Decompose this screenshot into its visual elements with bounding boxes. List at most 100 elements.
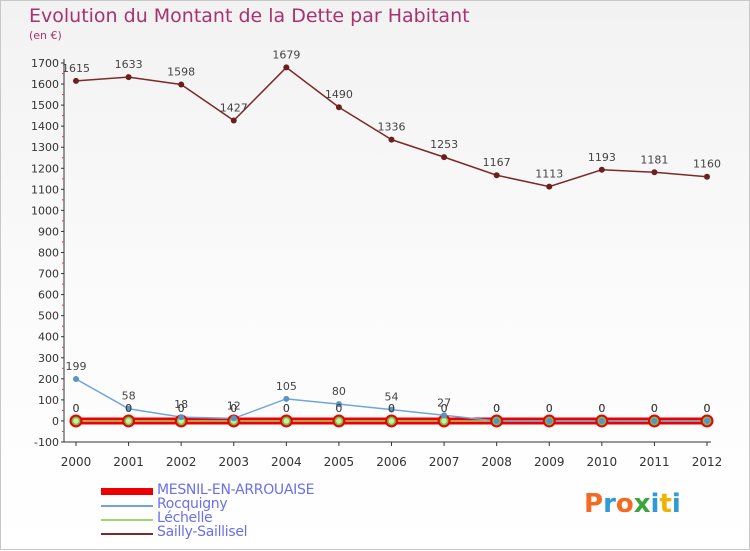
data-label: 0 (598, 402, 605, 415)
point-marker (546, 417, 553, 424)
x-tick-label: 2009 (534, 455, 565, 469)
data-label: 1113 (535, 168, 563, 181)
y-tick-label: -100 (34, 436, 59, 449)
logo-letter: i (671, 489, 681, 519)
point-marker (71, 416, 81, 426)
data-label: 18 (174, 398, 188, 411)
point-marker (282, 416, 291, 426)
point-marker (230, 117, 237, 124)
data-label: 0 (178, 402, 185, 415)
data-label: 0 (651, 402, 658, 415)
data-label: 58 (122, 390, 136, 403)
data-label: 0 (230, 402, 237, 415)
legend-swatch-rocquigny (101, 505, 153, 507)
y-tick-label: 800 (38, 247, 59, 260)
data-label: 1633 (115, 58, 143, 71)
legend-label-lechelle: Léchelle (157, 510, 213, 526)
legend-label-sailly: Sailly-Saillisel (157, 524, 248, 540)
chart-title: Evolution du Montant de la Dette par Hab… (29, 5, 470, 27)
data-label: 0 (388, 402, 395, 415)
x-tick-label: 2001 (113, 455, 144, 469)
y-tick-label: 1100 (31, 183, 59, 196)
point-marker (388, 406, 395, 413)
logo-letter: i (650, 489, 660, 519)
data-label: 0 (598, 402, 605, 415)
y-tick-label: 900 (38, 225, 59, 238)
point-marker (493, 417, 500, 424)
data-label: 54 (385, 391, 399, 404)
y-tick-label: 200 (38, 373, 59, 386)
data-label: 0 (441, 402, 448, 415)
data-label: 0 (704, 402, 711, 415)
point-marker (388, 136, 395, 143)
proxiti-logo: Proxiti (584, 489, 681, 519)
point-marker (73, 77, 79, 84)
data-label: 0 (598, 402, 605, 415)
y-tick-label: 1500 (31, 99, 59, 112)
point-marker (387, 416, 396, 426)
legend-label-rocquigny: Rocquigny (157, 496, 228, 512)
legend-label-mesnil: MESNIL-EN-ARROUAISE (157, 482, 315, 498)
x-tick-label: 2000 (61, 455, 92, 469)
data-label: 0 (230, 402, 237, 415)
y-tick-label: 100 (38, 394, 59, 407)
point-marker (493, 172, 500, 179)
point-marker (178, 414, 185, 421)
y-tick-label: 600 (38, 289, 59, 302)
data-label: 0 (493, 402, 500, 415)
data-label: 0 (178, 402, 185, 415)
data-label: 0 (125, 402, 132, 415)
y-tick-label: 1300 (31, 141, 59, 154)
point-marker (598, 417, 605, 424)
data-label: 0 (335, 402, 342, 415)
legend-swatch-lechelle (101, 519, 153, 521)
point-marker (283, 395, 290, 402)
data-label: 0 (546, 402, 553, 415)
data-label: 0 (704, 402, 711, 415)
y-tick-label: 1200 (31, 162, 59, 175)
y-tick-label: 1700 (31, 57, 59, 70)
data-label: 1253 (430, 138, 458, 151)
x-tick-label: 2012 (692, 455, 723, 469)
x-tick-label: 2008 (481, 455, 512, 469)
data-label: 1160 (693, 158, 721, 171)
point-marker (335, 104, 342, 111)
point-marker (651, 169, 658, 176)
point-marker (335, 401, 342, 408)
x-tick-label: 2003 (218, 455, 249, 469)
data-label: 1193 (588, 151, 616, 164)
point-marker (651, 417, 658, 424)
data-label: 0 (73, 402, 80, 415)
y-tick-label: 1400 (31, 120, 59, 133)
data-label: 0 (125, 402, 132, 415)
x-tick-label: 2011 (639, 455, 670, 469)
legend-swatch-sailly (101, 533, 153, 535)
point-marker (441, 154, 448, 161)
data-label: 0 (651, 402, 658, 415)
data-label: 0 (283, 402, 290, 415)
data-label: 0 (651, 402, 658, 415)
logo-letter: o (615, 489, 634, 519)
data-label: 12 (227, 399, 241, 412)
data-label: 1181 (640, 153, 668, 166)
data-label: 1490 (325, 88, 353, 101)
point-marker (283, 64, 290, 71)
logo-letter: x (633, 489, 651, 519)
y-tick-label: 1600 (31, 78, 59, 91)
logo-letter: r (603, 489, 616, 519)
data-label: 199 (66, 360, 87, 373)
point-marker (546, 183, 553, 190)
legend-swatch-mesnil (101, 488, 153, 495)
y-tick-label: 300 (38, 352, 59, 365)
x-tick-label: 2002 (166, 455, 197, 469)
y-tick-label: 1000 (31, 204, 59, 217)
point-marker (439, 416, 449, 426)
data-label: 1598 (167, 65, 195, 78)
data-label: 1167 (483, 156, 511, 169)
point-marker (125, 74, 132, 81)
data-label: 1427 (220, 101, 248, 114)
x-tick-label: 2006 (376, 455, 407, 469)
data-label: 1615 (62, 62, 90, 75)
data-label: 1336 (378, 121, 406, 134)
